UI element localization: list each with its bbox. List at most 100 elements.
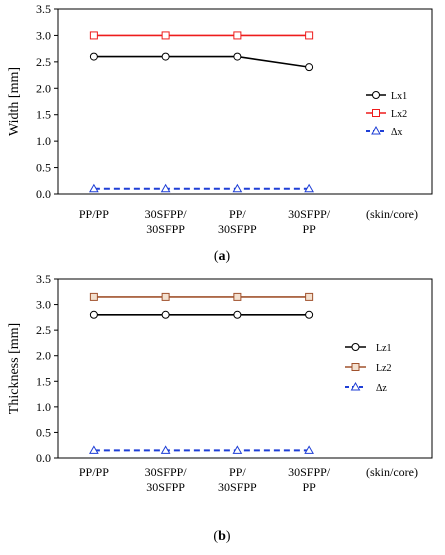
x-category-line: PP/PP <box>79 207 109 221</box>
y-tick-label: 0.0 <box>36 451 51 465</box>
legend-label: Lz1 <box>376 343 392 354</box>
x-category-label: 30SFPP/PP <box>288 207 331 236</box>
legend-label: Δz <box>376 383 387 394</box>
y-tick-label: 2.5 <box>36 323 51 337</box>
data-point <box>232 445 243 454</box>
x-axis-note: (skin/core) <box>366 207 418 221</box>
data-point <box>160 183 171 193</box>
series-2 <box>89 445 314 454</box>
data-point <box>89 445 99 454</box>
legend-marker <box>371 125 381 135</box>
series-line <box>93 55 310 68</box>
data-point <box>304 183 314 193</box>
y-tick-label: 2.0 <box>36 349 51 363</box>
y-tick-label: 0.5 <box>36 425 51 439</box>
x-category-line: PP/ <box>229 465 246 479</box>
x-category-line: 30SFPP <box>218 480 257 494</box>
y-tick-label: 3.5 <box>36 2 51 16</box>
chart-panel-b: 0.0 0.5 1.0 1.5 2.0 2.5 3.0 3.5 Thickness [mm] PP… <box>7 272 433 544</box>
data-point <box>305 310 314 319</box>
data-point <box>89 52 98 61</box>
data-point <box>161 52 170 61</box>
data-point <box>160 445 171 454</box>
x-category-label: 30SFPP/PP <box>288 465 331 494</box>
x-category-label: PP/30SFPP <box>218 207 257 236</box>
y-tick-label: 3.0 <box>36 28 51 42</box>
series-2 <box>89 183 314 193</box>
caption-letter: b <box>218 529 226 544</box>
y-tick-label: 1.0 <box>36 134 51 148</box>
x-category-label: PP/PP <box>79 465 109 479</box>
plot-area <box>57 8 433 195</box>
y-tick-label: 2.0 <box>36 81 51 95</box>
x-category-line: 30SFPP/ <box>288 465 331 479</box>
series-0 <box>89 52 314 72</box>
series-1 <box>89 31 314 40</box>
y-tick-label: 0.0 <box>36 187 51 201</box>
x-category-label: 30SFPP/30SFPP <box>145 465 188 494</box>
x-category-line: 30SFPP <box>218 222 257 236</box>
legend-label: Lz2 <box>376 363 392 374</box>
x-axis-note: (skin/core) <box>366 465 418 479</box>
caption-close: ) <box>226 249 231 264</box>
data-point <box>304 445 314 454</box>
legend-entry: Lx1 <box>366 91 407 102</box>
x-category-label: PP/30SFPP <box>218 465 257 494</box>
legend-entry: Lx2 <box>366 109 407 120</box>
data-point <box>89 310 98 319</box>
data-point <box>161 292 170 301</box>
data-point <box>305 31 314 40</box>
x-category-label: 30SFPP/30SFPP <box>145 207 188 236</box>
data-point <box>233 31 242 40</box>
x-category-line: PP/ <box>229 207 246 221</box>
data-point <box>233 52 242 61</box>
legend-entry: Δz <box>345 381 387 394</box>
series-1 <box>89 292 314 301</box>
panel-caption: (b) <box>213 529 230 544</box>
x-category-line: PP <box>302 480 316 494</box>
x-category-label: PP/PP <box>79 207 109 221</box>
y-tick-label: 2.5 <box>36 55 51 69</box>
plot-area <box>57 278 433 459</box>
y-tick-label: 1.5 <box>36 374 51 388</box>
data-point <box>232 183 243 193</box>
data-point <box>89 183 99 193</box>
legend-entry: Lz1 <box>345 343 392 354</box>
data-point <box>305 292 314 301</box>
panel-caption: (a) <box>214 249 231 264</box>
caption-letter: a <box>219 249 226 264</box>
legend-marker <box>372 91 380 99</box>
data-point <box>233 310 242 319</box>
y-tick-label: 1.5 <box>36 108 51 122</box>
x-category-line: PP/PP <box>79 465 109 479</box>
legend-marker <box>351 343 360 351</box>
y-tick-label: 3.0 <box>36 298 51 312</box>
caption-close: ) <box>226 529 231 544</box>
y-tick-label: 1.0 <box>36 400 51 414</box>
legend-marker <box>372 109 380 117</box>
series-0 <box>89 310 314 319</box>
x-category-line: 30SFPP <box>146 222 185 236</box>
data-point <box>89 31 98 40</box>
legend-marker <box>351 363 360 371</box>
x-category-line: 30SFPP/ <box>288 207 331 221</box>
legend-entry: Lz2 <box>345 363 392 374</box>
legend-entry: Δx <box>366 125 402 138</box>
y-axis-label: Width [mm] <box>7 67 22 136</box>
data-point <box>233 292 242 301</box>
data-point <box>161 31 170 40</box>
x-category-line: 30SFPP/ <box>145 207 188 221</box>
x-category-line: 30SFPP <box>146 480 185 494</box>
caption-open: ( <box>214 249 219 264</box>
legend-marker <box>350 381 361 391</box>
data-point <box>161 310 170 319</box>
legend-label: Lx2 <box>391 109 407 120</box>
y-tick-label: 0.5 <box>36 161 51 175</box>
x-category-line: PP <box>302 222 316 236</box>
y-axis-label: Thickness [mm] <box>7 323 22 414</box>
x-category-line: 30SFPP/ <box>145 465 188 479</box>
y-tick-label: 3.5 <box>36 272 51 286</box>
data-point <box>305 63 314 72</box>
